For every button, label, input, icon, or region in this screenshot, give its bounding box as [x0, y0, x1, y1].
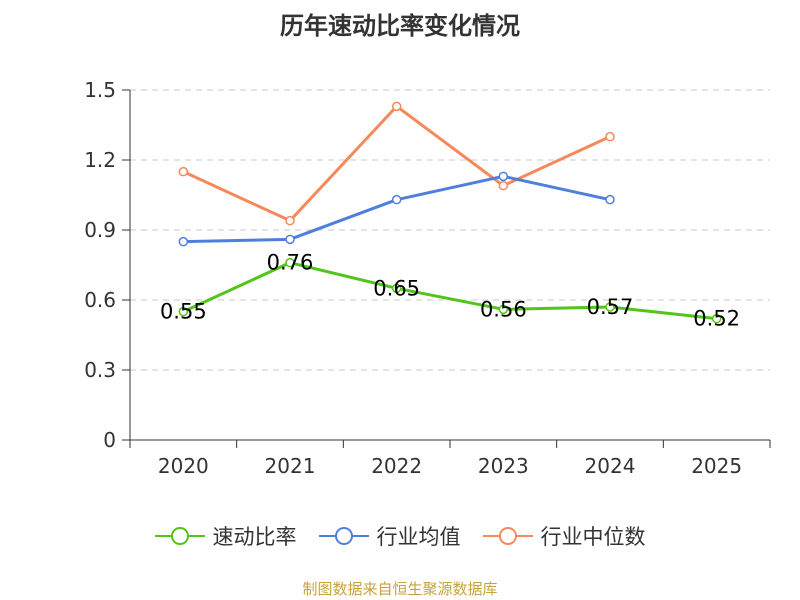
y-tick-label: 0.3 — [84, 358, 116, 382]
legend-label-quick-ratio: 速动比率 — [212, 525, 297, 549]
data-point-0-0 — [178, 306, 189, 317]
data-label: 0.76 — [267, 251, 314, 275]
data-point-1-3 — [498, 171, 509, 182]
legend-swatch-industry-median-icon — [482, 527, 533, 545]
data-point-2-2 — [391, 101, 402, 112]
axis-layer: 0 0.3 0.6 0.9 1.2 1.5 2020 2021 2022 2023 2024 2025 — [84, 78, 771, 478]
data-point-2-1 — [285, 215, 295, 226]
data-point-1-0 — [178, 236, 189, 247]
y-tick-label: 0 — [103, 428, 116, 452]
label-layer: 0.55 0.76 0.65 0.56 0.57 0.52 — [160, 251, 740, 331]
x-tick-label: 2022 — [371, 454, 422, 478]
legend-item-industry-median[interactable]: 行业中位数 — [482, 521, 646, 551]
data-point-0-5 — [711, 313, 722, 324]
data-point-1-2 — [391, 194, 402, 205]
data-label: 0.52 — [693, 307, 740, 331]
data-point-0-2 — [391, 283, 402, 294]
series-line-0 — [182, 261, 717, 321]
legend-swatch-industry-mean-icon — [318, 527, 369, 545]
series-line-1 — [183, 174, 611, 244]
data-point-0-4 — [605, 302, 615, 312]
data-point-0-1 — [285, 257, 295, 268]
data-point-2-0 — [178, 166, 189, 177]
legend-swatch-quick-ratio-icon — [154, 527, 205, 545]
data-label: 0.56 — [480, 297, 527, 321]
x-tick-label: 2024 — [585, 454, 636, 478]
data-point-2-3 — [498, 180, 509, 191]
x-tick-label: 2020 — [158, 454, 209, 478]
data-label: 0.57 — [587, 295, 634, 319]
chart-title: 历年速动比率变化情况 — [280, 12, 520, 40]
legend-label-industry-median: 行业中位数 — [540, 525, 646, 549]
x-tick-label: 2025 — [691, 454, 742, 478]
y-tick-label: 0.9 — [84, 218, 116, 242]
legend-label-industry-mean: 行业均值 — [376, 525, 461, 549]
y-tick-label: 1.2 — [84, 148, 116, 172]
legend-item-quick-ratio[interactable]: 速动比率 — [154, 521, 297, 551]
y-tick-label: 1.5 — [84, 78, 116, 102]
x-tick-label: 2023 — [478, 454, 529, 478]
legend: 速动比率 行业均值 行业中位数 — [0, 518, 800, 554]
y-tick-label: 0.6 — [84, 288, 116, 312]
series-layer — [178, 101, 722, 324]
legend-item-industry-mean[interactable]: 行业均值 — [318, 521, 461, 551]
source-note: 制图数据来自恒生聚源数据库 — [302, 580, 498, 598]
data-point-1-1 — [285, 234, 295, 245]
x-tick-label: 2021 — [265, 454, 316, 478]
grid-layer — [130, 89, 770, 371]
data-label: 0.55 — [160, 300, 207, 324]
data-label: 0.65 — [373, 276, 420, 300]
data-point-2-4 — [605, 131, 615, 142]
data-point-1-4 — [605, 194, 615, 205]
data-point-0-3 — [498, 304, 509, 315]
